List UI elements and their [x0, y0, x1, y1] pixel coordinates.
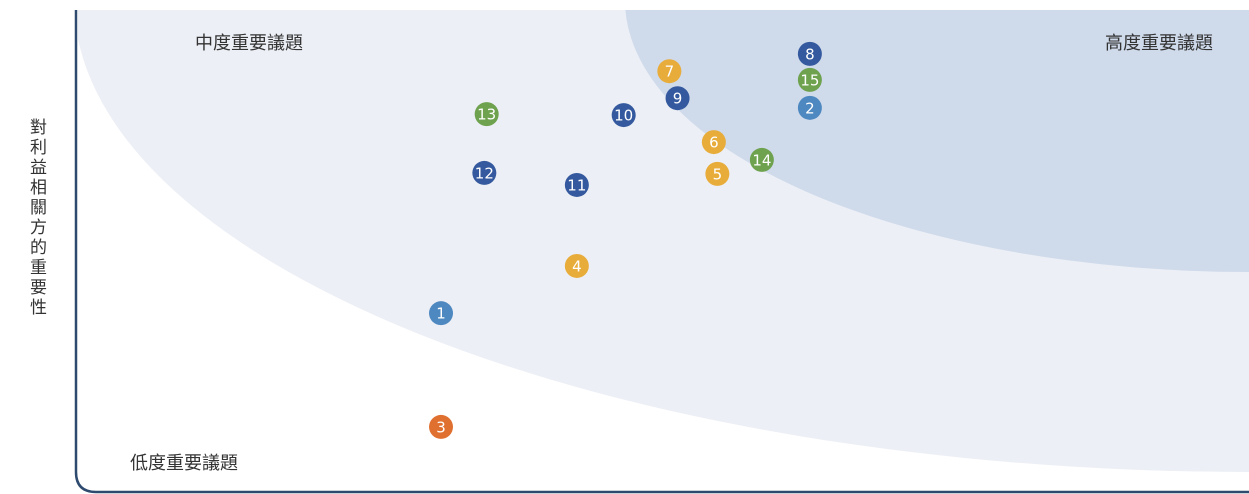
- point-label: 13: [477, 106, 496, 124]
- point-label: 14: [752, 151, 771, 169]
- regions: [78, 10, 1249, 472]
- region-label: 低度重要議題: [130, 453, 238, 474]
- region-label: 高度重要議題: [1105, 33, 1213, 54]
- region-label: 中度重要議題: [195, 33, 303, 54]
- point: [429, 301, 454, 326]
- point: [797, 41, 822, 66]
- y-axis-label: 對利益相關方的重要性: [26, 118, 46, 318]
- point: [564, 253, 589, 278]
- point: [611, 103, 636, 128]
- point-label: 2: [805, 99, 815, 117]
- point-label: 12: [475, 164, 494, 182]
- point: [472, 160, 497, 185]
- point-label: 4: [572, 257, 582, 275]
- point: [665, 86, 690, 111]
- point-label: 11: [567, 176, 586, 194]
- point-label: 7: [665, 63, 675, 81]
- point-label: 9: [673, 90, 683, 108]
- point-label: 3: [436, 418, 446, 436]
- point: [797, 67, 822, 92]
- axes: [74, 10, 1249, 494]
- point-label: 10: [614, 107, 633, 125]
- point: [797, 95, 822, 120]
- high-region: [625, 10, 1249, 272]
- point: [701, 130, 726, 155]
- point: [429, 414, 454, 439]
- point: [749, 147, 774, 172]
- point: [474, 102, 499, 127]
- point-label: 5: [713, 165, 723, 183]
- point: [564, 172, 589, 197]
- point-label: 8: [805, 45, 815, 63]
- point-label: 15: [800, 71, 819, 89]
- point-label: 1: [436, 305, 446, 323]
- point-label: 6: [709, 134, 719, 152]
- point: [657, 59, 682, 84]
- point: [705, 161, 730, 186]
